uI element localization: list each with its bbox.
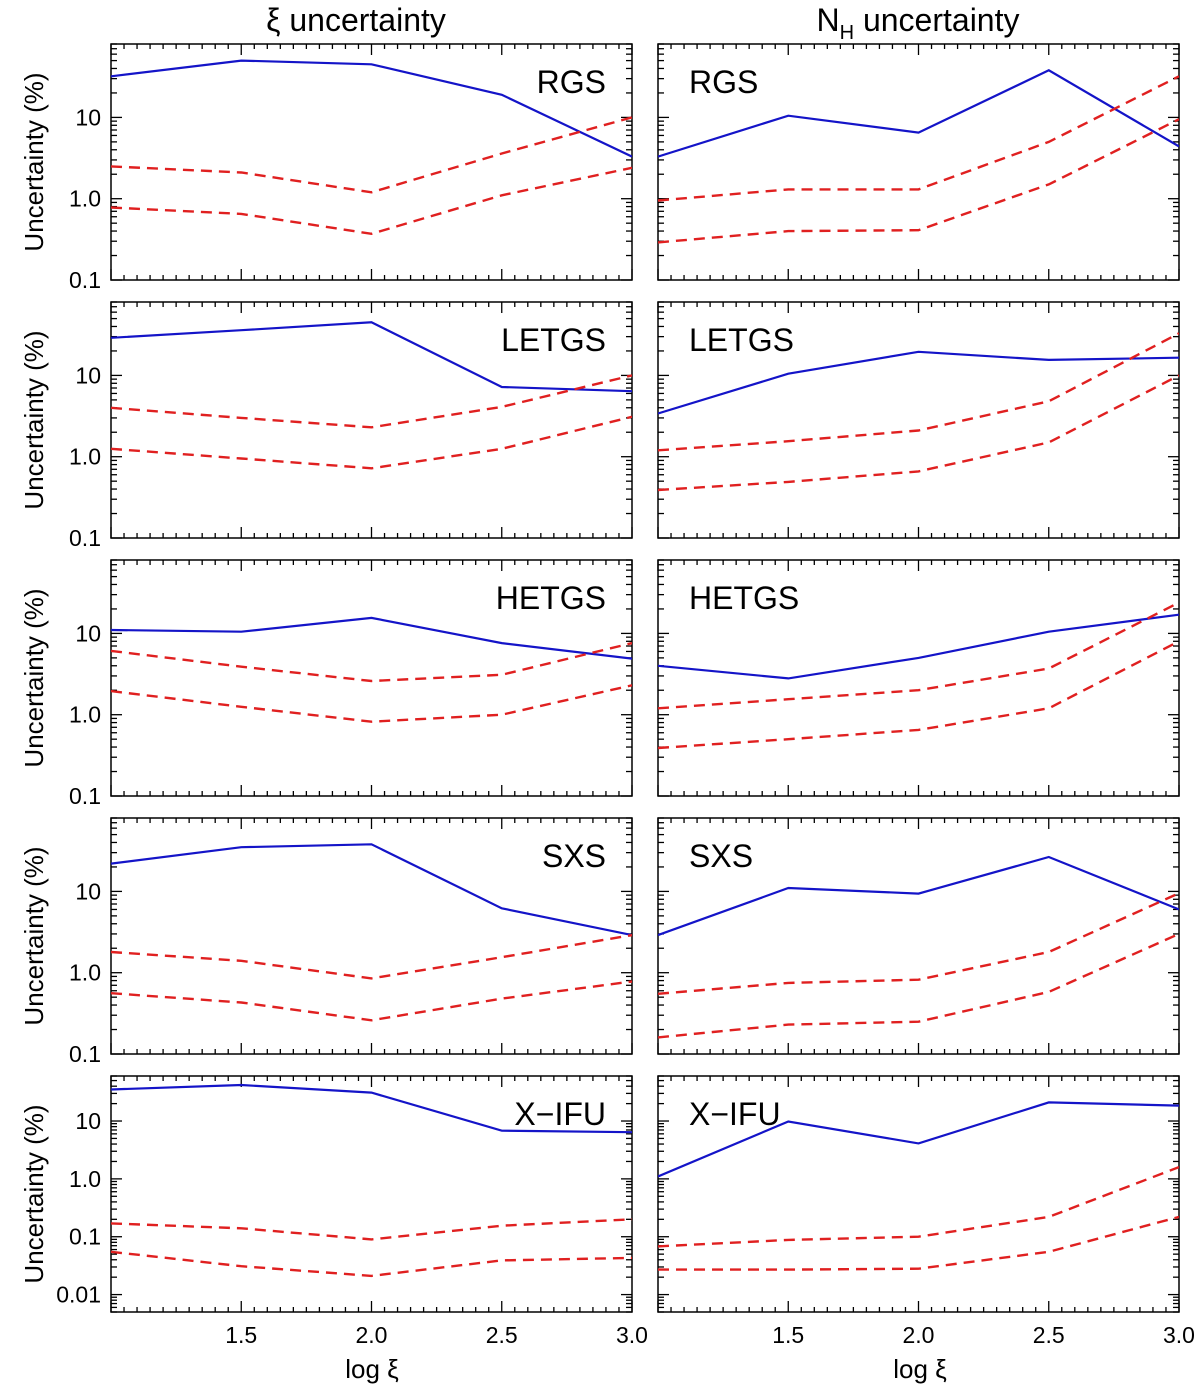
- y-tick-label: 10: [75, 1108, 101, 1134]
- series-dashed-line-1: [111, 1218, 632, 1241]
- instrument-label: X−IFU: [514, 1096, 606, 1132]
- instrument-label: HETGS: [689, 580, 799, 616]
- panel-x-ifu-xi: 10 1.0 0.1 0.01 Uncertainty (%) 1.5 2.0 2.5 3.0 X…: [19, 1075, 648, 1348]
- y-tick-label: 0.1: [69, 525, 101, 551]
- series-dashed-line-1: [658, 75, 1179, 202]
- y-axis-label: Uncertainty (%): [19, 846, 49, 1025]
- series-solid-line: [658, 613, 1179, 680]
- series-dashed-line-2: [658, 118, 1179, 244]
- series-dashed-line-1: [111, 933, 632, 980]
- instrument-label: X−IFU: [689, 1096, 781, 1132]
- series-dashed-line-1: [658, 332, 1179, 452]
- series-solid-line: [658, 69, 1179, 158]
- panel-rgs-nh: RGS: [657, 43, 1180, 281]
- series-dashed-line-1: [658, 601, 1179, 710]
- instrument-label: LETGS: [689, 322, 794, 358]
- y-axis-label: Uncertainty (%): [19, 1104, 49, 1283]
- series-dashed-line-2: [658, 374, 1179, 492]
- series-dashed-line-2: [111, 684, 632, 723]
- x-axis-label-left: log ξ: [345, 1354, 399, 1384]
- series-dashed-line-1: [111, 374, 632, 429]
- series-dashed-line-2: [658, 932, 1179, 1039]
- y-axis-label: Uncertainty (%): [19, 330, 49, 509]
- series-dashed-line-2: [111, 1250, 632, 1278]
- instrument-label: HETGS: [496, 580, 606, 616]
- column-title-nh-subscript: H: [840, 22, 854, 44]
- series-dashed-line-1: [111, 116, 632, 194]
- y-tick-label: 1.0: [69, 702, 101, 728]
- panel-letgs-nh: LETGS: [657, 301, 1180, 539]
- series-dashed-line-2: [658, 640, 1179, 750]
- y-tick-label: 0.1: [69, 1224, 101, 1250]
- y-tick-label: 0.01: [56, 1282, 101, 1308]
- x-tick-label: 2.0: [356, 1322, 388, 1348]
- x-tick-label: 2.0: [903, 1322, 935, 1348]
- series-dashed-line-2: [658, 1215, 1179, 1271]
- x-tick-label: 1.5: [225, 1322, 257, 1348]
- panel-sxs-xi: 10 1.0 0.1 Uncertainty (%) SXS: [19, 817, 633, 1067]
- series-dashed-line-1: [111, 641, 632, 683]
- series-solid-line: [658, 350, 1179, 415]
- y-tick-label: 1.0: [69, 1166, 101, 1192]
- instrument-label: LETGS: [501, 322, 606, 358]
- x-tick-label: 2.5: [486, 1322, 518, 1348]
- series-solid-line: [111, 321, 632, 393]
- column-title-nh-suffix: uncertainty: [854, 2, 1019, 38]
- y-tick-label: 0.1: [69, 1041, 101, 1067]
- series-solid-line: [658, 855, 1179, 937]
- y-tick-label: 10: [75, 878, 101, 904]
- panel-rgs-xi: 10 1.0 0.1 Uncertainty (%) RGS: [19, 43, 633, 293]
- y-tick-label: 10: [75, 620, 101, 646]
- instrument-label: RGS: [689, 64, 758, 100]
- y-tick-label: 0.1: [69, 267, 101, 293]
- x-axis-label-right: log ξ: [893, 1354, 947, 1384]
- y-axis-label: Uncertainty (%): [19, 72, 49, 251]
- series-solid-line: [111, 1083, 632, 1134]
- panel-hetgs-nh: HETGS: [657, 559, 1180, 797]
- x-tick-label: 2.5: [1033, 1322, 1065, 1348]
- instrument-label: RGS: [537, 64, 606, 100]
- y-tick-label: 1.0: [69, 960, 101, 986]
- x-tick-label: 3.0: [616, 1322, 648, 1348]
- instrument-label: SXS: [689, 838, 753, 874]
- y-tick-label: 0.1: [69, 783, 101, 809]
- panel-hetgs-xi: 10 1.0 0.1 Uncertainty (%) HETGS: [19, 559, 633, 809]
- x-tick-label: 3.0: [1163, 1322, 1195, 1348]
- panel-sxs-nh: SXS: [657, 817, 1180, 1055]
- panels-group: 10 1.0 0.1 Uncertainty (%) RGS RGS 10 1.0 0.1 Unc…: [19, 43, 1195, 1348]
- x-tick-label: 1.5: [772, 1322, 804, 1348]
- y-tick-label: 10: [75, 362, 101, 388]
- column-title-nh-prefix: N: [817, 2, 840, 38]
- panel-x-ifu-nh: 1.5 2.0 2.5 3.0 X−IFU: [657, 1075, 1195, 1348]
- instrument-label: SXS: [542, 838, 606, 874]
- series-dashed-line-1: [658, 892, 1179, 995]
- panel-letgs-xi: 10 1.0 0.1 Uncertainty (%) LETGS: [19, 301, 633, 551]
- y-axis-label: Uncertainty (%): [19, 588, 49, 767]
- series-solid-line: [658, 1101, 1179, 1178]
- y-tick-label: 1.0: [69, 444, 101, 470]
- y-tick-label: 1.0: [69, 186, 101, 212]
- y-tick-label: 10: [75, 104, 101, 130]
- column-title-xi: ξ uncertainty: [266, 2, 446, 38]
- series-dashed-line-2: [111, 980, 632, 1022]
- series-solid-line: [111, 616, 632, 660]
- series-solid-line: [111, 59, 632, 158]
- series-dashed-line-2: [111, 415, 632, 470]
- series-dashed-line-2: [111, 166, 632, 236]
- series-solid-line: [111, 843, 632, 937]
- series-dashed-line-1: [658, 1165, 1179, 1248]
- column-title-nh: NH uncertainty: [817, 2, 1020, 44]
